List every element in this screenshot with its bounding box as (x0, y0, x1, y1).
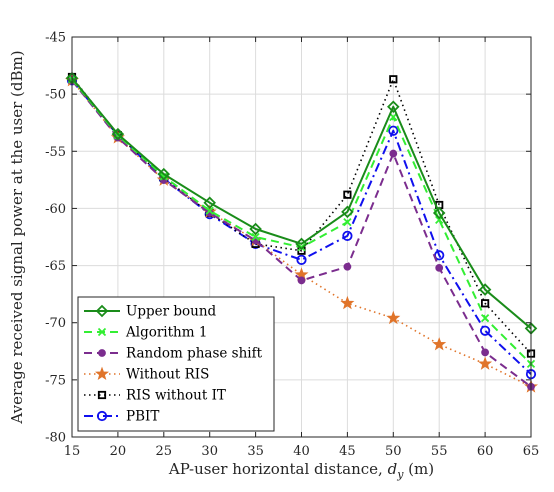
x-axis-label: AP-user horizontal distance, dy (m) (168, 460, 434, 481)
data-point (435, 263, 444, 272)
x-tick-label: 65 (523, 444, 540, 459)
data-point (295, 237, 308, 251)
series-line (71, 77, 532, 330)
x-tick-label: 25 (156, 444, 173, 459)
data-point (481, 348, 490, 357)
data-point (251, 232, 260, 242)
y-tick-label: -60 (45, 202, 66, 217)
legend-entry: PBIT (84, 409, 159, 425)
data-point (480, 314, 490, 323)
y-tick-label: -70 (45, 316, 66, 331)
data-point (389, 75, 398, 84)
y-tick-label: -75 (45, 373, 66, 388)
data-point (343, 190, 352, 199)
data-point (157, 167, 171, 181)
legend-entry: Without RIS (84, 367, 209, 383)
x-tick-label: 45 (339, 444, 356, 459)
data-point (388, 125, 399, 136)
data-point (341, 205, 354, 219)
data-point (205, 206, 214, 215)
data-point (478, 283, 492, 296)
legend: Upper bound Algorithm 1 Random phase shift… (77, 296, 275, 432)
series-upper-bound (65, 71, 538, 335)
legend-label: PBIT (126, 409, 159, 425)
data-point (479, 325, 491, 336)
legend-entry: Upper bound (84, 304, 217, 320)
y-tick-label: -55 (45, 145, 66, 160)
data-point (159, 172, 168, 181)
data-point (203, 196, 216, 209)
data-point (111, 127, 125, 141)
legend-entry: RIS without IT (84, 388, 226, 404)
x-tick-label: 55 (431, 444, 448, 459)
legend-entry: Random phase shift (84, 346, 263, 362)
legend-label: RIS without IT (126, 388, 226, 404)
data-point (249, 222, 262, 236)
data-point (98, 349, 106, 357)
legend-label: Algorithm 1 (125, 325, 207, 341)
y-tick-label: -45 (45, 31, 66, 46)
data-point (389, 149, 398, 158)
data-point (94, 366, 110, 380)
x-tick-label: 30 (201, 444, 218, 459)
y-axis-label: Average received signal power at the use… (8, 50, 26, 424)
data-point (387, 100, 400, 113)
data-point (343, 262, 352, 271)
x-tick-label: 60 (477, 444, 494, 459)
data-point (97, 390, 107, 400)
data-point (95, 304, 109, 318)
x-tick-label: 40 (293, 444, 310, 459)
data-point (480, 299, 490, 308)
data-point (389, 112, 398, 122)
legend-entry: Algorithm 1 (84, 325, 207, 341)
y-tick-label: -80 (45, 431, 66, 446)
legend-label: Without RIS (126, 367, 209, 383)
legend-label: Upper bound (126, 304, 217, 320)
series-line (71, 76, 532, 355)
data-point (432, 206, 446, 220)
data-point (340, 295, 355, 310)
data-point (296, 254, 307, 265)
data-point (297, 243, 306, 252)
data-point (96, 410, 108, 422)
x-tick-label: 15 (64, 444, 81, 459)
data-point (343, 218, 352, 227)
legend-label: Random phase shift (126, 346, 263, 362)
x-tick-label: 35 (247, 444, 264, 459)
legend-box (77, 296, 275, 432)
data-point (386, 310, 401, 325)
x-tick-label: 20 (110, 444, 127, 459)
data-point (478, 356, 493, 370)
data-point (97, 327, 107, 337)
data-point (342, 230, 353, 241)
y-tick-label: -50 (45, 88, 66, 103)
ticks: 15 20 25 30 35 40 45 50 55 60 65 -80 -75 -70 -65 -60 -55… (45, 31, 539, 460)
data-point (297, 276, 306, 285)
data-point (432, 337, 447, 351)
x-tick-label: 50 (385, 444, 402, 459)
y-tick-label: -65 (45, 259, 66, 274)
